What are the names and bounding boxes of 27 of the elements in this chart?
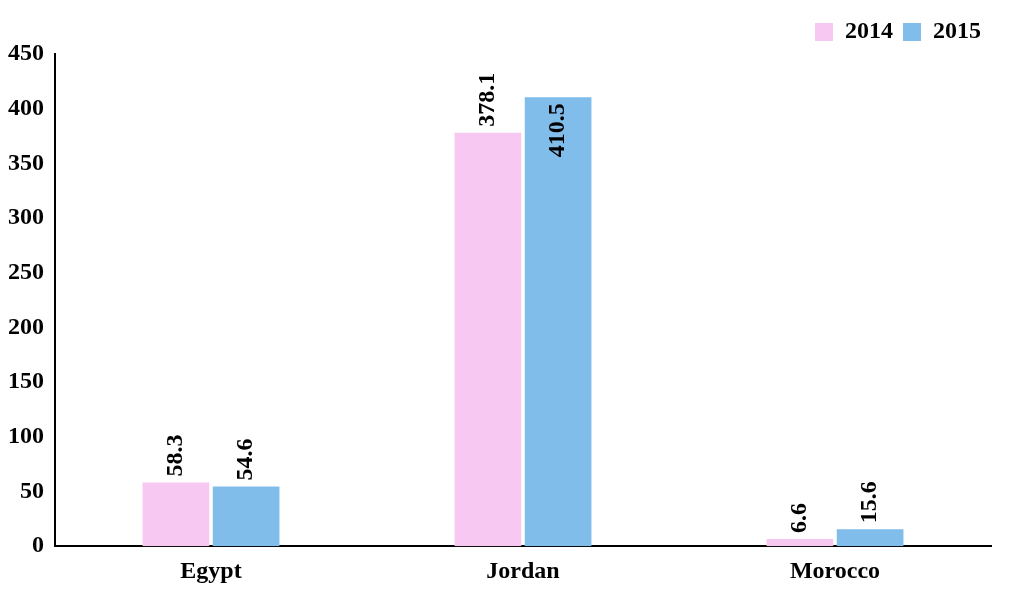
legend-label: 2014 — [845, 17, 893, 44]
data-label: 15.6 — [855, 481, 882, 524]
y-tick-label: 150 — [8, 367, 44, 394]
data-label: 54.6 — [231, 438, 258, 481]
x-tick-label: Morocco — [789, 556, 881, 583]
x-tick-label: Jordan — [486, 556, 560, 583]
bar — [524, 97, 592, 547]
y-tick-label: 100 — [8, 422, 44, 449]
x-tick-label: Egypt — [180, 556, 242, 583]
bar — [212, 486, 280, 547]
y-tick-label: 300 — [8, 203, 44, 230]
bar — [142, 482, 210, 547]
y-tick-label: 200 — [8, 312, 44, 339]
data-label: 58.3 — [161, 434, 188, 477]
y-tick-label: 50 — [20, 476, 44, 503]
y-tick-label: 0 — [32, 531, 44, 558]
bar — [454, 132, 522, 547]
data-label: 410.5 — [543, 103, 570, 158]
bar — [836, 529, 904, 547]
y-tick-label: 450 — [8, 39, 44, 66]
y-tick-label: 250 — [8, 257, 44, 284]
data-label: 378.1 — [473, 72, 500, 127]
legend-label: 2015 — [933, 17, 981, 44]
bar — [766, 538, 834, 547]
y-tick-label: 350 — [8, 148, 44, 175]
y-tick-label: 400 — [8, 93, 44, 120]
data-label: 6.6 — [785, 502, 812, 533]
